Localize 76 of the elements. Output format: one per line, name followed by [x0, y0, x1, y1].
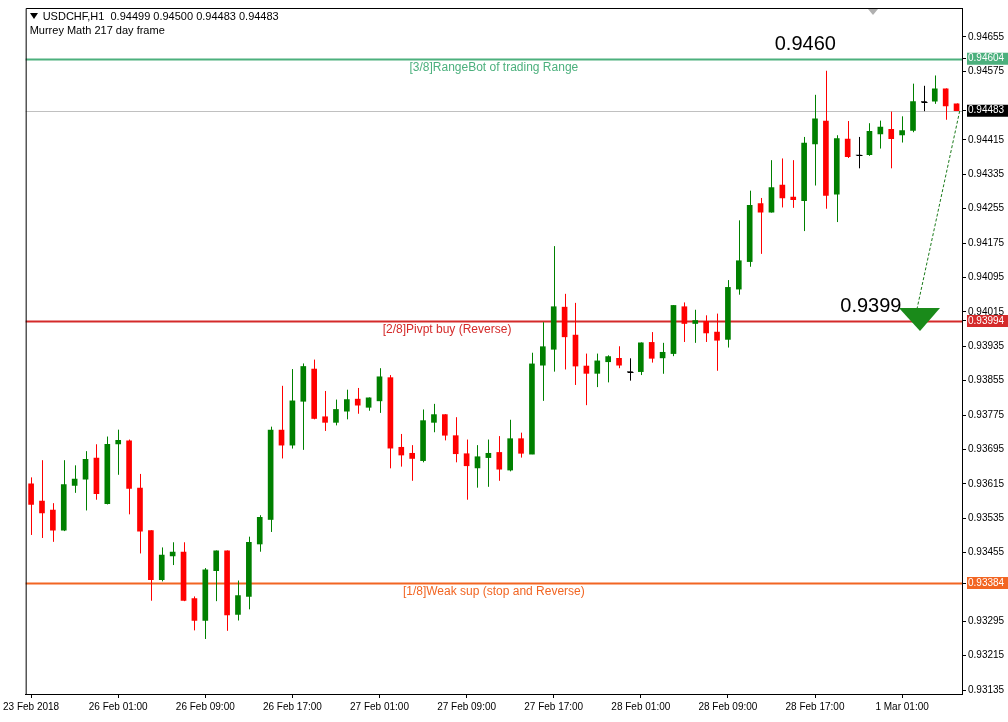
y-tick-label: 0.94604 [968, 52, 1005, 64]
y-tick-label: 0.93455 [968, 546, 1005, 558]
y-tick-label: 0.94335 [968, 168, 1005, 180]
text: Murrey Math 217 day frame [29, 23, 166, 37]
y-tick-label: 0.94483 [968, 104, 1005, 116]
candlestick [452, 416, 459, 463]
y-tick-label: 0.93615 [968, 477, 1005, 489]
candlestick [463, 439, 470, 501]
x-tick-label: 27 Feb 01:00 [350, 700, 410, 712]
annotation: 0.9460 [774, 31, 836, 54]
candlestick [703, 314, 709, 343]
candlestick [496, 435, 503, 482]
x-tick-label: 27 Feb 09:00 [437, 700, 497, 712]
candlestick [627, 357, 634, 382]
y-tick-label: 0.94015 [968, 305, 1005, 317]
candlestick [333, 399, 339, 426]
ref-line-label: [1/8]Weak sup (stop and Reverse) [402, 583, 585, 598]
candlestick [594, 353, 601, 388]
y-tick-label: 0.93935 [968, 340, 1005, 352]
x-tick-label: 1 Mar 01:00 [875, 700, 930, 712]
candlestick [714, 313, 720, 372]
candlestick [213, 549, 220, 602]
x-tick-label: 27 Feb 17:00 [524, 700, 584, 712]
candlestick [681, 301, 688, 343]
candlestick [921, 85, 928, 112]
candlestick [398, 433, 405, 468]
y-tick-label: 0.93215 [968, 649, 1005, 661]
ref-line-label: [2/8]Pivpt buy (Reverse) [382, 321, 512, 336]
candlestick [539, 321, 546, 402]
y-tick-label: 0.93855 [968, 374, 1005, 386]
candlestick [616, 345, 622, 369]
y-tick-label: 0.94255 [968, 202, 1005, 214]
candlestick [605, 354, 611, 383]
candlestick [354, 387, 361, 415]
annotation: 0.9399 [840, 294, 902, 317]
chart-title: USDCHF,H1 0.94499 0.94500 0.94483 0.94483 [42, 10, 279, 22]
candlestick [409, 444, 415, 482]
y-tick-label: 0.93535 [968, 511, 1005, 523]
x-tick-label: 26 Feb 09:00 [175, 700, 236, 712]
y-tick-label: 0.94175 [968, 236, 1005, 248]
y-tick-label: 0.93994 [968, 314, 1005, 326]
candlestick [844, 120, 851, 159]
x-tick-label: 28 Feb 09:00 [698, 700, 758, 712]
candlestick [235, 580, 241, 621]
candlestick [28, 476, 34, 536]
ref-line-label: [3/8]RangeBot of trading Range [409, 59, 579, 74]
candlestick [518, 432, 524, 459]
y-tick-label: 0.94655 [968, 30, 1005, 42]
x-tick-label: 28 Feb 01:00 [611, 700, 671, 712]
y-tick-label: 0.93384 [968, 576, 1005, 588]
y-tick-label: 0.93295 [968, 615, 1005, 627]
y-tick-label: 0.93135 [968, 683, 1005, 695]
y-tick-label: 0.94415 [968, 133, 1005, 145]
y-tick-label: 0.93695 [968, 443, 1005, 455]
candlestick [692, 309, 699, 344]
candlestick [115, 429, 122, 476]
y-tick-label: 0.94095 [968, 271, 1005, 283]
x-tick-label: 26 Feb 17:00 [262, 700, 323, 712]
x-tick-label: 26 Feb 01:00 [88, 700, 149, 712]
candlestick [474, 444, 481, 489]
candlestick [931, 74, 938, 105]
candlestick [790, 159, 797, 209]
y-tick-label: 0.93775 [968, 408, 1005, 420]
candlestick [50, 502, 56, 543]
candlestick [648, 331, 655, 364]
y-tick-label: 0.94575 [968, 64, 1005, 76]
candlestick [899, 115, 905, 144]
candlestick [344, 389, 350, 420]
x-tick-label: 23 Feb 2018 [3, 700, 60, 712]
candlestick [39, 459, 45, 539]
candlestick [322, 390, 328, 432]
candlestick [442, 413, 448, 441]
x-tick-label: 28 Feb 17:00 [785, 700, 845, 712]
candlestick [888, 111, 895, 169]
candlestick [191, 595, 198, 631]
candlestick [431, 403, 437, 433]
